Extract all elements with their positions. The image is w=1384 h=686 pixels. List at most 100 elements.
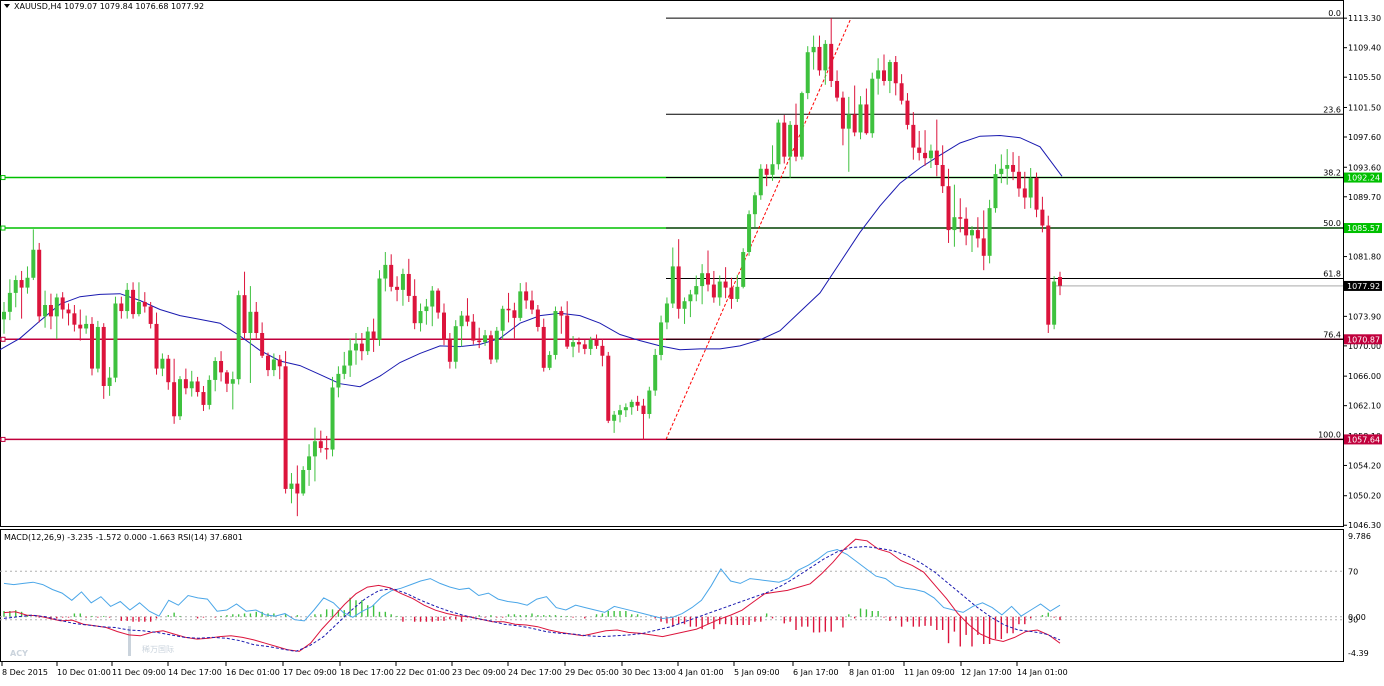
- collapse-triangle-icon[interactable]: [4, 4, 10, 8]
- swing-dashed-line: [665, 17, 852, 440]
- candle-body: [213, 361, 218, 380]
- time-tick-label: 12 Jan 17:00: [961, 668, 1012, 677]
- candle-body: [770, 164, 775, 175]
- level-price-badge: 1057.64: [1347, 435, 1380, 444]
- candle-body: [706, 273, 710, 285]
- candle-body: [1028, 177, 1033, 198]
- candle-body: [283, 366, 288, 489]
- candle-body: [178, 379, 182, 417]
- candle-body: [940, 164, 945, 187]
- candle-body: [78, 324, 83, 329]
- candle-body: [1022, 188, 1027, 198]
- price-tick-label: 1054.20: [1348, 461, 1381, 470]
- candle-body: [483, 335, 488, 343]
- price-tick-label: 1093.60: [1348, 163, 1381, 172]
- candle-body: [412, 295, 417, 324]
- candle-body: [876, 70, 881, 79]
- price-tick-label: 1081.80: [1348, 253, 1381, 262]
- level-price-badge-bg: [1344, 172, 1382, 183]
- candle-body: [207, 379, 212, 405]
- time-tick-label: 11 Jan 09:00: [904, 668, 955, 677]
- candle-body: [852, 114, 857, 133]
- candle-body: [506, 308, 511, 311]
- candle-body: [858, 104, 863, 133]
- watermark-brand: ACY: [10, 649, 28, 658]
- indicator-tick-label: -4.39: [1348, 649, 1369, 658]
- fibonacci-retracement[interactable]: 0.0 23.6 38.2 50.0 61.8 76.4 100.0: [666, 9, 1343, 440]
- candle-body: [172, 382, 177, 417]
- candle-body: [436, 290, 441, 313]
- candle-body: [312, 441, 317, 457]
- price-tick-label: 1089.70: [1348, 193, 1381, 202]
- price-tick-label: 1073.90: [1348, 312, 1381, 321]
- candle-body: [612, 414, 617, 421]
- candle-body: [201, 392, 206, 405]
- fib-level-label: 38.2: [1323, 169, 1341, 178]
- level-price-badge-bg: [1344, 334, 1382, 345]
- candle-body: [887, 62, 892, 81]
- candle-body: [541, 326, 546, 368]
- candle-body: [752, 195, 757, 215]
- candle-body: [142, 301, 147, 307]
- candle-body: [1046, 225, 1051, 325]
- candle-body: [494, 330, 499, 360]
- rsi-line: [3, 548, 1061, 622]
- candle-body: [254, 311, 259, 334]
- indicator-tick-label: 9.786: [1348, 532, 1371, 541]
- candle-body: [764, 168, 769, 175]
- candle-body: [788, 124, 793, 157]
- moving-average: [0, 134, 1063, 388]
- candle-body: [1005, 164, 1010, 169]
- candle-body: [946, 186, 951, 231]
- time-tick-label: 30 Dec 13:00: [622, 668, 676, 677]
- candle-body: [958, 217, 963, 219]
- candle-body: [1058, 277, 1062, 287]
- time-tick-label: 23 Dec 09:00: [452, 668, 506, 677]
- candle-body: [794, 124, 798, 157]
- candle-body: [119, 303, 124, 312]
- candle-body: [829, 43, 834, 81]
- indicator-header-title: MACD(12,26,9) -3.235 -1.572 0.000 -1.663…: [4, 533, 243, 542]
- candle-body: [524, 291, 529, 301]
- price-tick-label: 1062.10: [1348, 402, 1381, 411]
- level-anchor-handle: [0, 436, 6, 442]
- fib-level-label: 100.0: [1318, 430, 1341, 439]
- time-axis: 8 Dec 2015 10 Dec 01:00 11 Dec 09:00 14 Dec…: [1, 661, 1068, 677]
- candle-body: [981, 238, 986, 256]
- candle-body: [224, 372, 229, 384]
- candle-body: [993, 174, 998, 209]
- candle-body: [694, 286, 699, 295]
- candle-body: [911, 124, 916, 148]
- level-anchor-handle: [0, 225, 6, 231]
- candle-body: [242, 295, 247, 334]
- candle-body: [195, 381, 200, 393]
- candle-body: [330, 387, 335, 450]
- candle-body: [359, 343, 364, 352]
- candle-body: [799, 93, 804, 157]
- price-tick-label: 1066.00: [1348, 372, 1381, 381]
- time-tick-label: 5 Jan 09:00: [734, 668, 780, 677]
- level-price-badge: 1092.24: [1347, 174, 1380, 183]
- candle-body: [447, 339, 452, 362]
- candle-body: [136, 301, 141, 315]
- candles: [2, 18, 1062, 517]
- candle-body: [131, 289, 136, 315]
- candle-body: [518, 291, 523, 318]
- time-tick-label: 11 Dec 09:00: [112, 668, 166, 677]
- time-tick-label: 8 Dec 2015: [2, 668, 48, 677]
- chart-header-title: XAUUSD,H4 1079.07 1079.84 1076.68 1077.9…: [14, 2, 204, 11]
- time-tick-label: 29 Dec 05:00: [565, 668, 619, 677]
- candle-body: [653, 354, 658, 391]
- candle-body: [72, 313, 77, 325]
- candle-body: [295, 483, 300, 494]
- candle-body: [271, 359, 276, 371]
- candle-body: [354, 343, 358, 351]
- candle-body: [19, 280, 24, 288]
- time-tick-label: 22 Dec 01:00: [396, 668, 450, 677]
- macd-main-line: [3, 538, 1061, 652]
- price-tick-label: 1070.00: [1348, 342, 1381, 351]
- candle-body: [559, 311, 564, 316]
